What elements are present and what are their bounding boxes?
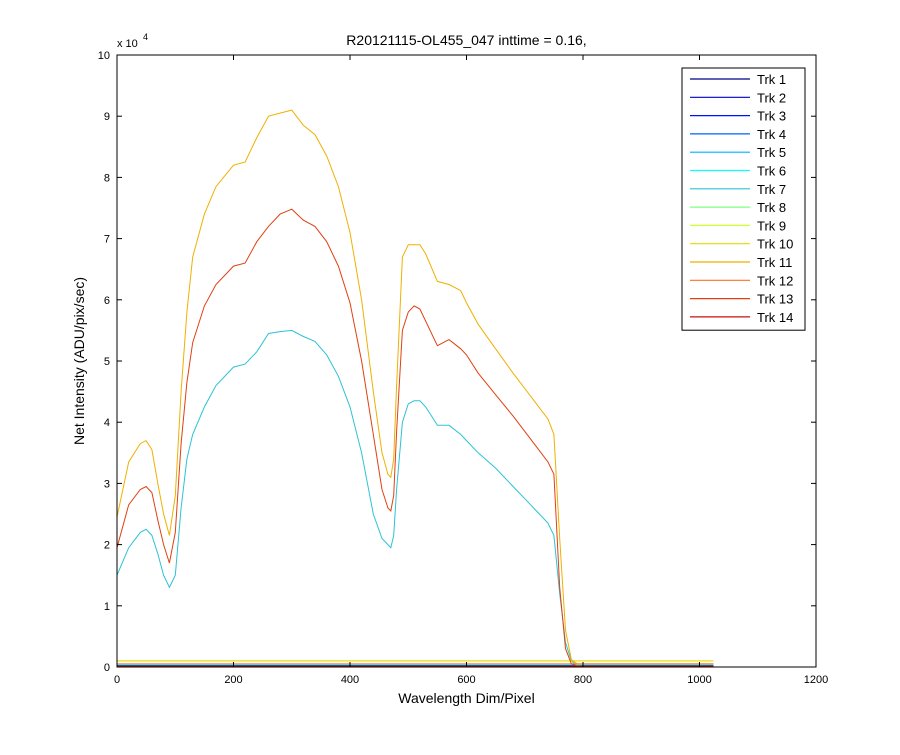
series-line-trk-13 (117, 208, 714, 667)
legend-label: Trk 14 (757, 310, 793, 325)
legend-label: Trk 13 (757, 292, 793, 307)
y-tick-label: 7 (104, 234, 110, 246)
y-tick-label: 8 (104, 172, 110, 184)
x-tick-label: 1000 (687, 674, 711, 686)
legend-label: Trk 9 (757, 218, 786, 233)
x-axis-ticks: 0 200 400 600 800 1000 1200 (114, 55, 828, 686)
legend-label: Trk 5 (757, 145, 786, 160)
y-tick-label: 9 (104, 111, 110, 123)
y-tick-label: 4 (104, 417, 110, 429)
series-layer (117, 109, 714, 667)
x-tick-label: 800 (574, 674, 592, 686)
legend-label: Trk 6 (757, 164, 786, 179)
legend-label: Trk 7 (757, 182, 786, 197)
x-tick-label: 1200 (804, 674, 828, 686)
y-axis-label: Net Intensity (ADU/pix/sec) (71, 277, 87, 445)
legend-label: Trk 2 (757, 90, 786, 105)
series-line-trk-11 (117, 109, 714, 665)
x-tick-label: 600 (457, 674, 475, 686)
y-tick-label: 2 (104, 540, 110, 552)
x-tick-label: 400 (341, 674, 359, 686)
x-axis-label: Wavelength Dim/Pixel (398, 690, 534, 706)
series-line-trk-7 (117, 329, 714, 667)
legend-label: Trk 11 (757, 255, 792, 270)
legend-label: Trk 12 (757, 273, 793, 288)
legend: Trk 1 Trk 2 Trk 3 Trk 4 Trk 5 Trk 6 Trk 7 Trk 8… (681, 67, 806, 331)
x-tick-label: 0 (114, 674, 120, 686)
legend-label: Trk 10 (757, 237, 793, 252)
y-tick-label: 6 (104, 295, 110, 307)
y-tick-label: 0 (104, 662, 110, 674)
y-tick-label: 1 (104, 601, 110, 613)
y-exponent-power: 4 (143, 32, 148, 42)
legend-label: Trk 3 (757, 109, 786, 124)
chart-title: R20121115-OL455_047 inttime = 0.16, (346, 32, 586, 48)
legend-label: Trk 1 (757, 72, 786, 87)
y-exponent-base: x 10 (117, 38, 138, 50)
legend-label: Trk 8 (757, 200, 786, 215)
y-tick-label: 5 (104, 356, 110, 368)
legend-label: Trk 4 (757, 127, 786, 142)
y-tick-label: 10 (98, 50, 110, 62)
y-tick-label: 3 (104, 478, 110, 490)
x-tick-label: 200 (224, 674, 242, 686)
legend-box (681, 67, 806, 331)
y-axis-ticks: 0 1 2 3 4 5 6 7 8 9 10 (98, 50, 816, 674)
